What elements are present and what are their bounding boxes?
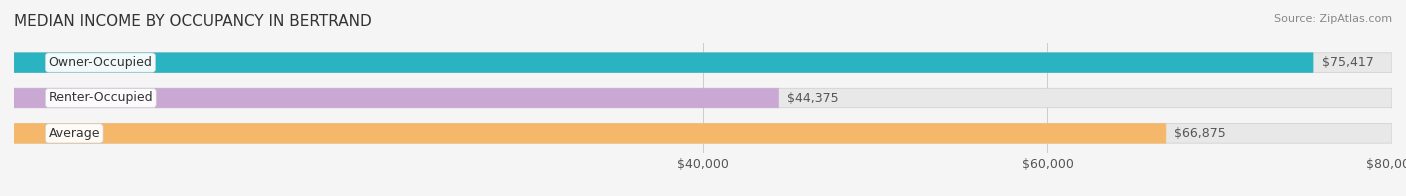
Text: $75,417: $75,417 (1322, 56, 1374, 69)
FancyBboxPatch shape (14, 88, 779, 108)
Text: $66,875: $66,875 (1174, 127, 1226, 140)
FancyBboxPatch shape (14, 53, 1313, 72)
FancyBboxPatch shape (14, 124, 1392, 143)
Text: $44,375: $44,375 (787, 92, 838, 104)
FancyBboxPatch shape (14, 124, 1166, 143)
FancyBboxPatch shape (14, 53, 1392, 72)
Text: Source: ZipAtlas.com: Source: ZipAtlas.com (1274, 14, 1392, 24)
Text: Renter-Occupied: Renter-Occupied (48, 92, 153, 104)
Text: Average: Average (48, 127, 100, 140)
Text: Owner-Occupied: Owner-Occupied (48, 56, 152, 69)
Text: MEDIAN INCOME BY OCCUPANCY IN BERTRAND: MEDIAN INCOME BY OCCUPANCY IN BERTRAND (14, 14, 371, 29)
FancyBboxPatch shape (14, 88, 1392, 108)
